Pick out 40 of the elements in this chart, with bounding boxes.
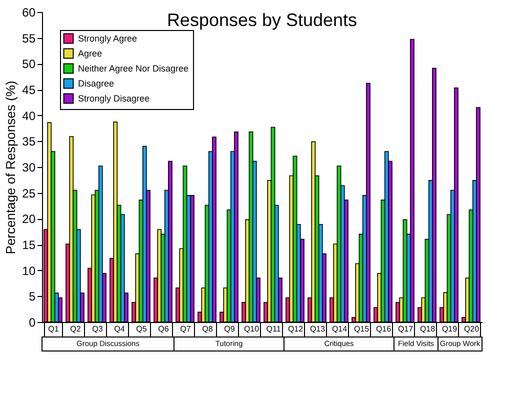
y-axis-title: Percentage of Responses (%) <box>3 80 18 254</box>
y-tick-label: 55 <box>22 31 36 46</box>
x-tick-label: Q16 <box>376 324 392 334</box>
x-tick-label: Q12 <box>288 324 304 334</box>
x-tick-label: Q2 <box>70 324 82 334</box>
x-tick-label: Q13 <box>310 324 326 334</box>
chart-title: Responses by Students <box>166 10 358 30</box>
y-tick-label: 30 <box>22 160 36 174</box>
y-tick-label: 20 <box>22 212 36 226</box>
y-tick-label: 15 <box>22 238 36 252</box>
x-tick-label: Q3 <box>92 324 104 334</box>
x-tick-label: Q18 <box>420 324 436 334</box>
y-tick-label: 45 <box>22 83 36 97</box>
legend-label: Neither Agree Nor Disagree <box>78 64 189 74</box>
x-tick-label: Q15 <box>354 324 370 334</box>
y-tick-label: 0 <box>28 316 36 330</box>
y-tick-label: 10 <box>22 264 36 278</box>
x-tick-label: Q19 <box>442 324 458 334</box>
legend-label: Strongly Disagree <box>78 94 150 104</box>
x-tick-label: Q7 <box>180 324 192 334</box>
y-tick-label: 25 <box>22 186 36 200</box>
legend-label: Disagree <box>78 78 114 88</box>
x-tick-label: Q20 <box>464 324 480 334</box>
y-tick-label: 50 <box>22 57 36 72</box>
x-tick-label: Q9 <box>224 324 236 334</box>
x-tick-label: Q1 <box>48 324 60 334</box>
y-tick-label: 40 <box>22 108 36 123</box>
y-tick-label: 5 <box>28 290 36 304</box>
x-tick-label: Q17 <box>398 324 414 334</box>
x-tick-label: Q11 <box>266 324 282 334</box>
x-tick-label: Q5 <box>136 324 148 334</box>
x-tick-label: Q8 <box>202 324 214 334</box>
legend-label: Strongly Agree <box>78 34 138 44</box>
x-tick-label: Q4 <box>114 324 126 334</box>
x-tick-label: Q14 <box>332 324 348 334</box>
legend-label: Agree <box>78 48 102 58</box>
y-tick-label: 60 <box>22 6 36 20</box>
y-tick-label: 35 <box>22 134 36 149</box>
x-tick-label: Q6 <box>158 324 170 334</box>
x-tick-label: Q10 <box>244 324 260 334</box>
